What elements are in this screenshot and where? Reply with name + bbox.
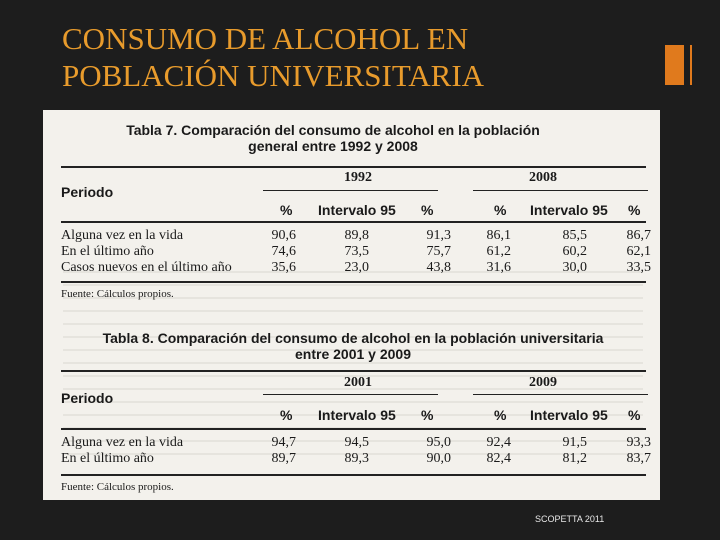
table-7-cell: 60,2 — [562, 244, 588, 259]
table-7-cell: 31,6 — [486, 260, 512, 275]
table-8-cell: 81,2 — [562, 451, 588, 466]
table-8-cell: 95,0 — [426, 435, 452, 450]
table-8-cell: 89,7 — [271, 451, 297, 466]
table-7-row-label: Alguna vez en la vida — [61, 228, 184, 243]
table-8-period-header: Periodo — [61, 390, 114, 406]
scanned-page-image: Tabla 7. Comparación del consumo de alco… — [43, 110, 660, 500]
table-7-caption-line-1: Tabla 7. Comparación del consumo de alco… — [126, 122, 540, 138]
table-8-col-header: Intervalo 95 — [318, 407, 396, 423]
table-7-cell: 43,8 — [426, 260, 452, 275]
table-7-col-header: % — [421, 202, 434, 218]
table-8-cell: 93,3 — [626, 435, 652, 450]
table-8-cell: 83,7 — [626, 451, 652, 466]
table-8-cell: 94,5 — [344, 435, 370, 450]
table-8-year-2009: 2009 — [529, 375, 557, 390]
table-7-cell: 86,1 — [486, 228, 512, 243]
table-8-source-note: Fuente: Cálculos propios. — [61, 481, 174, 493]
table-7-col-header: % — [280, 202, 293, 218]
table-8-row-label: Alguna vez en la vida — [61, 435, 184, 450]
table-8-caption-line-2: entre 2001 y 2009 — [295, 346, 411, 362]
accent-bar-decoration — [665, 45, 684, 85]
table-8-header-rule — [61, 428, 646, 430]
table-8-col-header: % — [421, 407, 434, 423]
table-8-bottom-rule — [61, 474, 646, 476]
table-7-cell: 23,0 — [344, 260, 370, 275]
bleed-through-text-texture — [63, 260, 643, 460]
table-8-top-rule — [61, 370, 646, 372]
table-8-2009-underline — [473, 394, 648, 395]
table-7-col-header: Intervalo 95 — [530, 202, 608, 218]
table-7-caption-line-2: general entre 1992 y 2008 — [248, 138, 418, 154]
table-7-cell: 91,3 — [426, 228, 452, 243]
table-7-top-rule — [61, 166, 646, 168]
table-7-1992-underline — [263, 190, 438, 191]
accent-line-decoration — [690, 45, 692, 85]
table-8-caption-line-1: Tabla 8. Comparación del consumo de alco… — [102, 330, 604, 346]
slide-title: CONSUMO DE ALCOHOL EN POBLACIÓN UNIVERSI… — [62, 20, 484, 94]
table-7-cell: 75,7 — [426, 244, 452, 259]
table-7-cell: 90,6 — [271, 228, 297, 243]
table-7-col-header: % — [628, 202, 641, 218]
table-7-cell: 86,7 — [626, 228, 652, 243]
table-8-col-header: % — [494, 407, 507, 423]
table-7-row-label: Casos nuevos en el último año — [61, 260, 232, 275]
table-7-cell: 89,8 — [344, 228, 370, 243]
table-8-2001-underline — [263, 394, 438, 395]
table-7-col-header: Intervalo 95 — [318, 202, 396, 218]
table-8-cell: 82,4 — [486, 451, 512, 466]
table-7-period-header: Periodo — [61, 184, 114, 200]
table-8-col-header: % — [280, 407, 293, 423]
table-7-cell: 35,6 — [271, 260, 297, 275]
slide-title-line-1: CONSUMO DE ALCOHOL EN — [62, 21, 469, 56]
table-7-cell: 85,5 — [562, 228, 588, 243]
table-7-cell: 74,6 — [271, 244, 297, 259]
table-7-year-1992: 1992 — [344, 170, 372, 185]
table-7-2008-underline — [473, 190, 648, 191]
table-7-bottom-rule — [61, 281, 646, 283]
table-7-cell: 73,5 — [344, 244, 370, 259]
table-8-row-label: En el último año — [61, 451, 154, 466]
table-8-col-header: % — [628, 407, 641, 423]
table-7-source-note: Fuente: Cálculos propios. — [61, 288, 174, 300]
table-8-cell: 89,3 — [344, 451, 370, 466]
table-7-header-rule — [61, 221, 646, 223]
table-8-cell: 90,0 — [426, 451, 452, 466]
table-7-row-label: En el último año — [61, 244, 154, 259]
table-7-col-header: % — [494, 202, 507, 218]
table-8: Tabla 8. Comparación del consumo de alco… — [43, 330, 660, 493]
slide-footer-credit: SCOPETTA 2011 — [535, 514, 605, 524]
table-8-col-header: Intervalo 95 — [530, 407, 608, 423]
table-7-cell: 62,1 — [626, 244, 652, 259]
table-8-cell: 92,4 — [486, 435, 512, 450]
table-7-cell: 30,0 — [562, 260, 588, 275]
slide-title-line-2: POBLACIÓN UNIVERSITARIA — [62, 58, 485, 93]
table-7-year-2008: 2008 — [529, 170, 557, 185]
table-8-cell: 91,5 — [562, 435, 588, 450]
table-7: Tabla 7. Comparación del consumo de alco… — [43, 122, 660, 300]
table-7-cell: 61,2 — [486, 244, 512, 259]
table-7-cell: 33,5 — [626, 260, 652, 275]
table-8-cell: 94,7 — [271, 435, 297, 450]
table-8-year-2001: 2001 — [344, 375, 372, 390]
